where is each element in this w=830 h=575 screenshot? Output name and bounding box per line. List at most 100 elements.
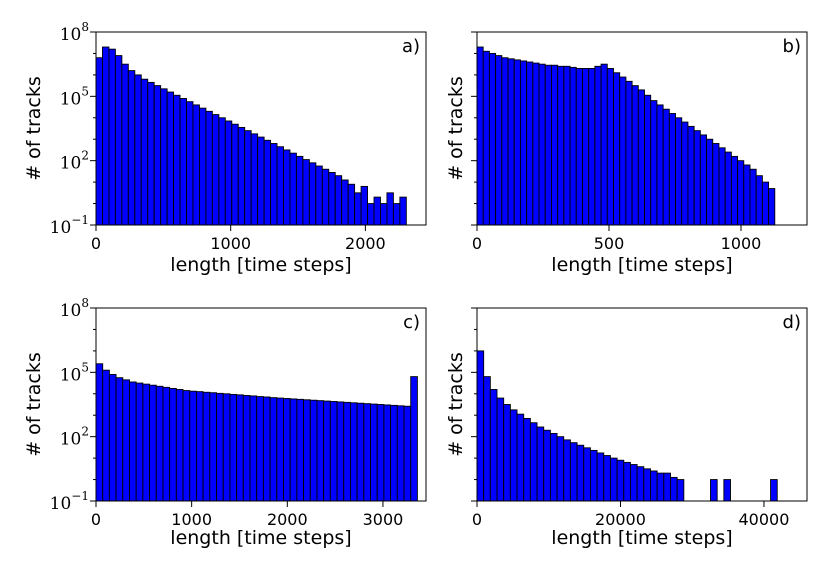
histogram-bar [147, 81, 155, 226]
histogram-bar [249, 395, 258, 502]
histogram-bar [536, 426, 545, 502]
y-tick-base: 10 [50, 494, 72, 514]
histogram-bar [526, 61, 534, 226]
histogram-bar [582, 68, 590, 226]
histogram-bar [295, 155, 304, 226]
histogram-bar [549, 433, 558, 502]
histogram-bar [600, 63, 608, 226]
histogram-bar [594, 65, 602, 226]
y-tick-exponent: −1 [71, 489, 89, 503]
histogram-bar [613, 72, 621, 226]
histogram-bar [162, 386, 171, 502]
histogram-bar [532, 62, 540, 226]
histogram-bar [563, 439, 571, 502]
histogram-bar [743, 164, 751, 226]
histogram-bar [182, 390, 191, 502]
histogram-bar [283, 398, 291, 502]
histogram-bar [289, 398, 298, 502]
histogram-bar [108, 48, 116, 226]
x-axis-label: length [time steps] [170, 527, 351, 549]
x-tick-label: 3000 [363, 510, 404, 529]
histogram-bar [209, 392, 217, 502]
histogram-bar [636, 466, 645, 502]
histogram-bar [349, 402, 358, 502]
histogram-bar [556, 436, 565, 502]
histogram-bar [155, 385, 164, 502]
histogram-bar [256, 396, 264, 502]
histogram-bar [102, 369, 110, 502]
histogram-bar [488, 52, 497, 226]
histogram-bar [153, 85, 162, 226]
histogram-bar [108, 374, 117, 502]
histogram-bar [529, 422, 538, 502]
bars [95, 363, 418, 502]
x-tick-label: 500 [594, 234, 625, 253]
y-tick-base: 10 [60, 154, 82, 174]
y-tick-exponent: 8 [81, 20, 89, 34]
histogram-bar [563, 65, 571, 226]
histogram-bar [218, 117, 226, 226]
histogram-bar [179, 98, 187, 226]
histogram-bar [699, 134, 707, 226]
histogram-bar [643, 468, 651, 502]
histogram-bar [302, 159, 310, 226]
x-tick-label: 0 [472, 510, 482, 529]
histogram-bar [205, 110, 213, 226]
histogram-bar [296, 398, 305, 502]
axes-frame [95, 31, 427, 226]
bars [95, 46, 407, 226]
histogram-bar [675, 117, 683, 226]
histogram-bar [396, 405, 405, 502]
y-tick-base: 10 [60, 430, 82, 450]
y-axis-label: # of tracks [445, 352, 467, 457]
histogram-bar [356, 402, 365, 502]
histogram-bar [650, 470, 658, 502]
histogram-bar [476, 46, 484, 226]
histogram-bar [186, 101, 194, 226]
histogram-bar [724, 151, 732, 226]
histogram-bar [263, 139, 272, 226]
histogram-bar [309, 399, 318, 502]
histogram-bar [198, 107, 207, 226]
histogram-bar [543, 429, 551, 502]
y-tick-label: 105 [60, 360, 89, 385]
histogram-bar [95, 363, 104, 502]
histogram-bar [516, 413, 525, 502]
histogram-bar [236, 394, 244, 502]
histogram-bar [269, 397, 278, 502]
y-tick-exponent: −1 [71, 213, 89, 227]
histogram-bar [129, 381, 137, 502]
x-tick-label: 20000 [595, 510, 646, 529]
histogram-bar [390, 404, 398, 502]
histogram-bar [334, 175, 343, 226]
histogram-bar [289, 152, 297, 226]
x-axis-label: length [time steps] [551, 254, 732, 276]
histogram-bar [551, 64, 559, 226]
histogram-bar [321, 168, 330, 226]
histogram-bar [483, 376, 491, 502]
histogram-bar [625, 80, 633, 226]
histogram-bar [343, 401, 351, 502]
histogram-bar [392, 203, 401, 226]
x-tick-label: 1000 [171, 510, 212, 529]
histogram-bar [175, 389, 184, 502]
histogram-bar [341, 179, 349, 226]
histogram-bar [668, 113, 676, 226]
histogram-bar [557, 65, 565, 226]
histogram-bar [363, 403, 371, 502]
histogram-bar [687, 125, 695, 226]
histogram-bar [503, 404, 511, 502]
x-tick-label: 0 [91, 234, 101, 253]
y-tick-label: 10−1 [50, 213, 89, 238]
histogram-bar [523, 417, 531, 502]
histogram-bar [681, 121, 689, 226]
histogram-bar [276, 397, 284, 502]
panel-label: a) [402, 36, 420, 57]
histogram-bar [589, 449, 598, 502]
axes-frame [95, 307, 427, 502]
histogram-bar [637, 89, 645, 226]
histogram-bar [360, 185, 368, 226]
